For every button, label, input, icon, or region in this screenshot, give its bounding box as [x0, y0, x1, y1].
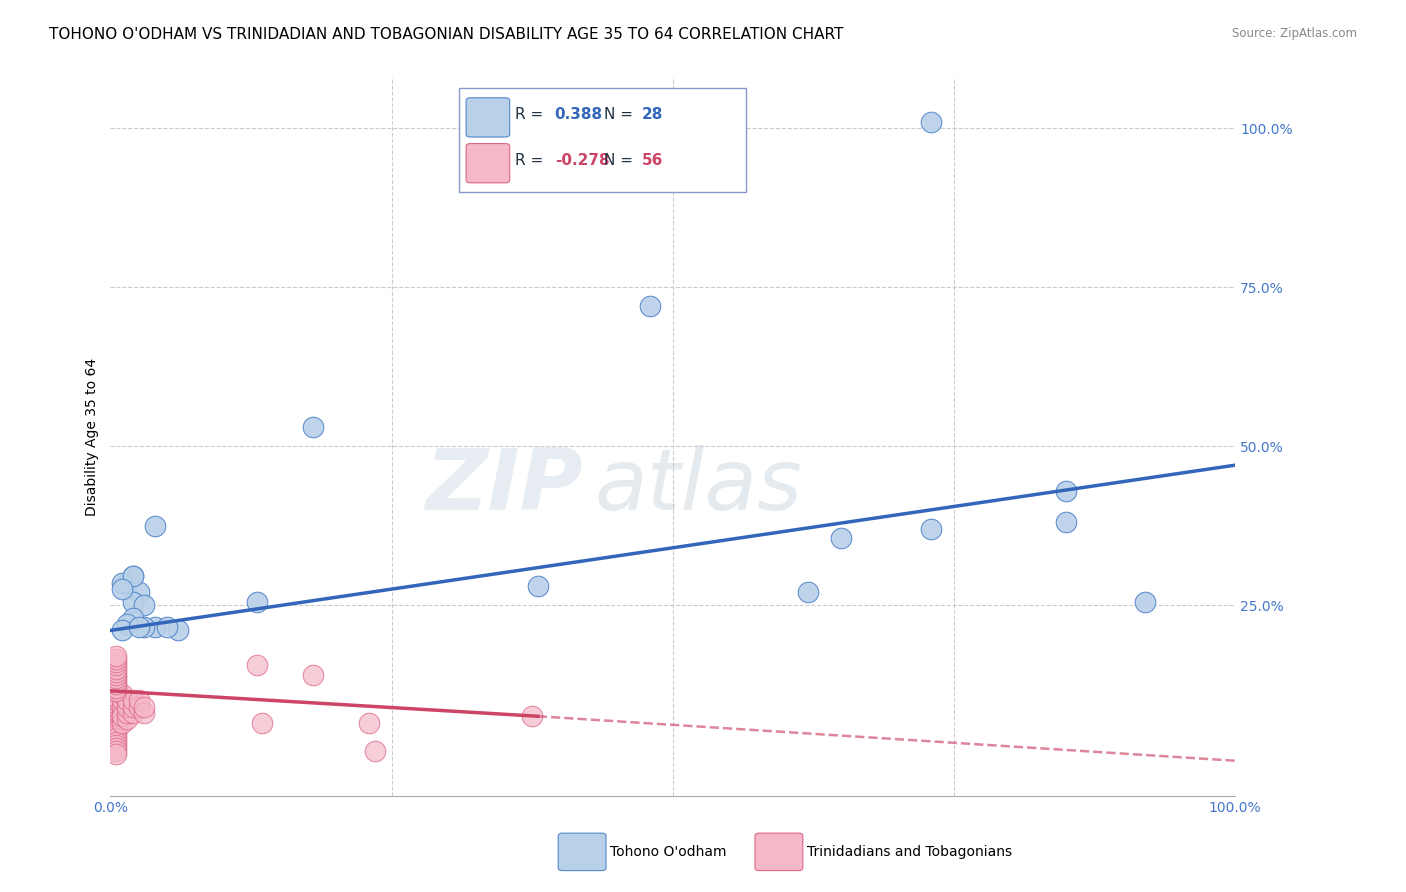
Point — [302, 420, 325, 434]
Point — [105, 731, 128, 746]
Point — [105, 665, 128, 679]
Point — [134, 699, 156, 714]
Point — [105, 703, 128, 717]
Text: Trinidadians and Tobagonians: Trinidadians and Tobagonians — [807, 845, 1012, 859]
Point — [122, 706, 145, 720]
Point — [105, 728, 128, 742]
Point — [105, 741, 128, 756]
Point — [117, 713, 139, 727]
Text: 56: 56 — [643, 153, 664, 168]
Point — [920, 522, 942, 536]
Point — [122, 595, 145, 609]
Point — [122, 611, 145, 625]
Point — [1054, 516, 1077, 530]
Point — [111, 715, 134, 730]
Point — [105, 697, 128, 711]
Point — [117, 699, 139, 714]
Point — [246, 658, 269, 673]
Point — [122, 569, 145, 583]
Point — [105, 699, 128, 714]
Point — [122, 569, 145, 583]
Text: Tohono O'odham: Tohono O'odham — [610, 845, 727, 859]
Point — [105, 713, 128, 727]
Text: 28: 28 — [643, 107, 664, 122]
Point — [128, 620, 150, 634]
Text: ZIP: ZIP — [425, 445, 582, 528]
Text: atlas: atlas — [593, 445, 801, 528]
Point — [134, 706, 156, 720]
Text: N =: N = — [605, 107, 638, 122]
Point — [128, 693, 150, 707]
Point — [638, 299, 661, 313]
Point — [520, 709, 543, 723]
Point — [246, 595, 269, 609]
Point — [156, 620, 179, 634]
Point — [359, 715, 381, 730]
Point — [105, 738, 128, 752]
Point — [117, 706, 139, 720]
Text: 0.388: 0.388 — [555, 107, 603, 122]
Point — [111, 713, 134, 727]
Point — [167, 624, 190, 638]
Point — [105, 693, 128, 707]
Point — [105, 662, 128, 676]
Point — [105, 734, 128, 748]
Point — [1133, 595, 1156, 609]
Point — [105, 722, 128, 736]
Point — [105, 668, 128, 682]
Point — [117, 575, 139, 590]
Point — [252, 715, 274, 730]
Text: N =: N = — [605, 153, 638, 168]
Point — [111, 575, 134, 590]
Point — [105, 725, 128, 739]
Point — [105, 652, 128, 666]
Point — [105, 677, 128, 691]
Point — [105, 709, 128, 723]
Point — [111, 693, 134, 707]
Point — [302, 668, 325, 682]
Point — [105, 719, 128, 733]
Point — [128, 699, 150, 714]
Point — [111, 706, 134, 720]
Point — [105, 690, 128, 705]
Point — [1054, 483, 1077, 498]
Point — [111, 699, 134, 714]
Point — [117, 693, 139, 707]
Point — [105, 674, 128, 689]
Point — [105, 706, 128, 720]
Point — [111, 687, 134, 701]
Point — [111, 624, 134, 638]
Point — [122, 699, 145, 714]
Point — [364, 744, 387, 758]
Point — [105, 747, 128, 762]
Point — [134, 620, 156, 634]
Point — [111, 582, 134, 596]
Point — [105, 648, 128, 663]
Point — [105, 655, 128, 669]
Point — [128, 585, 150, 599]
Point — [122, 693, 145, 707]
Point — [796, 585, 818, 599]
Y-axis label: Disability Age 35 to 64: Disability Age 35 to 64 — [86, 358, 100, 516]
Point — [105, 715, 128, 730]
Point — [105, 681, 128, 695]
Point — [105, 671, 128, 685]
Point — [105, 744, 128, 758]
Point — [920, 115, 942, 129]
Text: R =: R = — [516, 153, 548, 168]
Point — [105, 658, 128, 673]
Point — [145, 620, 167, 634]
Point — [830, 531, 852, 545]
Point — [105, 683, 128, 698]
Text: -0.278: -0.278 — [555, 153, 609, 168]
Text: Source: ZipAtlas.com: Source: ZipAtlas.com — [1232, 27, 1357, 40]
Point — [111, 709, 134, 723]
Point — [105, 693, 128, 707]
Point — [134, 598, 156, 612]
Point — [117, 617, 139, 632]
Point — [145, 518, 167, 533]
Point — [526, 579, 548, 593]
Text: TOHONO O'ODHAM VS TRINIDADIAN AND TOBAGONIAN DISABILITY AGE 35 TO 64 CORRELATION: TOHONO O'ODHAM VS TRINIDADIAN AND TOBAGO… — [49, 27, 844, 42]
Text: R =: R = — [516, 107, 548, 122]
